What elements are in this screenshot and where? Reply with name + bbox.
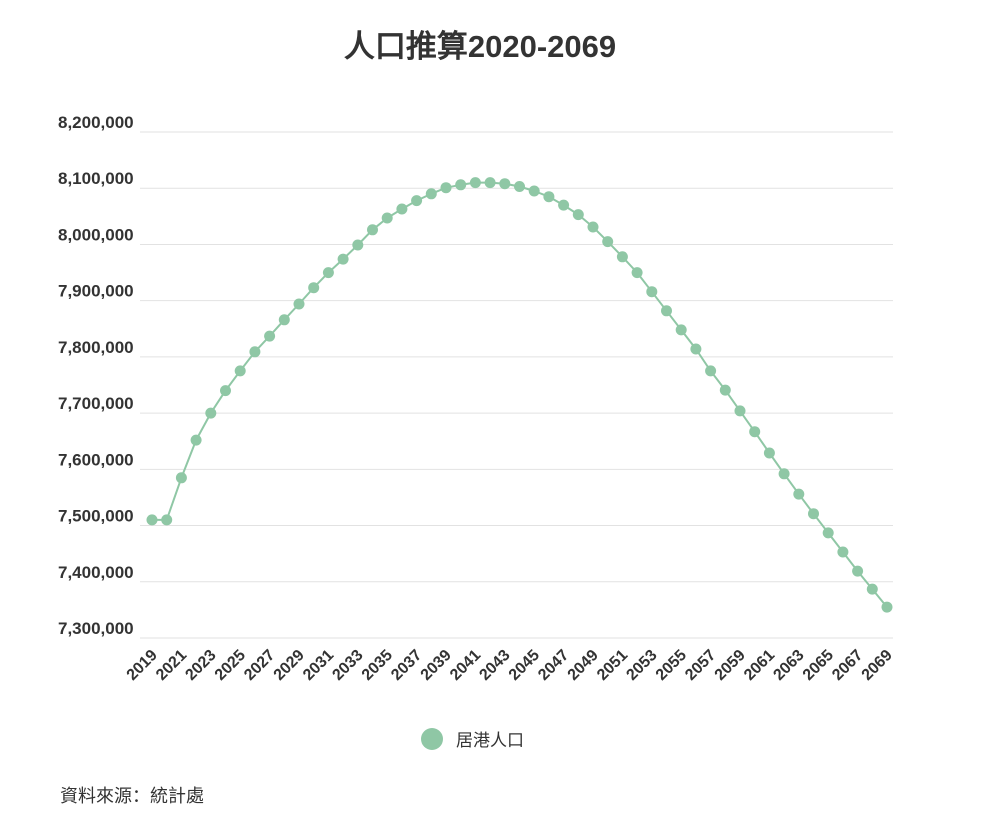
data-point-2061 (763, 447, 775, 459)
x-tick-label: 2067 (829, 647, 866, 684)
y-axis: 8,200,000 8,100,000 8,000,000 7,900,000 7,80… (58, 113, 134, 638)
data-point-2041 (469, 177, 481, 189)
x-tick-label: 2063 (770, 647, 807, 684)
x-tick-label: 2047 (535, 647, 572, 684)
x-tick-label: 2021 (153, 647, 190, 684)
x-tick-label: 2043 (476, 647, 513, 684)
data-point-2054 (661, 305, 672, 317)
chart-title: 人口推算2020-2069 (343, 29, 617, 64)
series-resident-population (146, 177, 893, 613)
data-point-2044 (514, 181, 525, 192)
x-tick-label: 2037 (388, 647, 425, 684)
data-point-2052 (631, 267, 643, 279)
data-point-2046 (543, 191, 555, 203)
data-point-2033 (352, 239, 364, 251)
data-point-2065 (822, 527, 834, 539)
x-tick-label: 2049 (565, 647, 602, 684)
x-tick-label: 2059 (712, 647, 749, 684)
data-point-2023 (205, 407, 217, 419)
data-point-2067 (852, 565, 864, 577)
data-point-2040 (455, 179, 467, 191)
data-point-2063 (793, 488, 805, 500)
legend-label: 居港人口 (456, 731, 524, 750)
data-point-2058 (719, 384, 731, 396)
data-point-2051 (616, 251, 628, 263)
data-point-2022 (190, 434, 202, 446)
data-point-2032 (337, 253, 349, 265)
data-point-2064 (808, 508, 819, 520)
data-point-2029 (293, 298, 305, 310)
y-tick-label: 7,900,000 (58, 282, 134, 301)
data-point-2034 (367, 224, 378, 236)
data-point-2026 (249, 346, 261, 358)
data-point-2068 (866, 583, 878, 595)
data-point-2037 (411, 195, 423, 207)
source-note: 資料來源：統計處 (60, 786, 204, 806)
data-point-2050 (602, 236, 614, 248)
x-tick-label: 2051 (594, 647, 631, 684)
x-axis: 2019202120232025202720292031203320352037… (124, 647, 896, 684)
data-point-2038 (425, 188, 437, 200)
data-point-2031 (322, 267, 334, 279)
x-tick-label: 2025 (212, 647, 249, 684)
data-point-2025 (234, 365, 246, 377)
gridlines (140, 131, 893, 639)
y-tick-label: 7,500,000 (58, 507, 134, 526)
data-point-2060 (749, 426, 761, 438)
data-point-2047 (558, 199, 570, 211)
x-tick-label: 2033 (329, 647, 366, 684)
y-tick-label: 7,700,000 (58, 394, 134, 413)
data-point-2066 (837, 546, 849, 558)
x-tick-label: 2069 (859, 647, 896, 684)
x-tick-label: 2023 (182, 647, 219, 684)
x-tick-label: 2057 (682, 647, 719, 684)
data-point-2027 (264, 330, 276, 342)
x-tick-label: 2035 (359, 647, 396, 684)
legend-marker (421, 727, 443, 750)
data-point-2057 (705, 365, 717, 377)
y-tick-label: 8,000,000 (58, 225, 134, 244)
data-point-2036 (396, 203, 408, 215)
x-tick-label: 2065 (800, 647, 837, 684)
legend: 居港人口 (421, 726, 524, 751)
data-point-2055 (675, 324, 687, 336)
data-point-2042 (484, 177, 496, 189)
data-point-2069 (881, 601, 893, 613)
x-tick-label: 2053 (623, 647, 660, 684)
series-line (152, 181, 888, 608)
x-tick-label: 2019 (124, 647, 161, 684)
x-tick-label: 2061 (741, 647, 778, 684)
data-point-2039 (440, 182, 452, 194)
data-point-2021 (175, 472, 187, 484)
x-tick-label: 2029 (271, 647, 308, 684)
data-point-2043 (499, 178, 511, 190)
y-tick-label: 7,800,000 (58, 338, 134, 357)
y-tick-label: 7,300,000 (58, 619, 134, 638)
x-tick-label: 2039 (418, 647, 455, 684)
x-tick-label: 2031 (300, 647, 337, 684)
data-point-2030 (308, 282, 320, 294)
data-point-2028 (278, 314, 290, 326)
x-tick-label: 2027 (241, 647, 278, 684)
data-point-2019 (146, 514, 158, 526)
data-point-2024 (220, 385, 231, 397)
y-tick-label: 7,600,000 (58, 450, 134, 469)
data-point-2049 (587, 221, 599, 233)
y-tick-label: 8,200,000 (58, 113, 134, 132)
data-point-2062 (778, 468, 790, 480)
x-tick-label: 2045 (506, 647, 543, 684)
y-tick-label: 7,400,000 (58, 563, 134, 582)
y-tick-label: 8,100,000 (58, 169, 134, 188)
data-point-2059 (734, 405, 746, 417)
data-point-2056 (690, 343, 702, 355)
data-point-2048 (572, 209, 584, 221)
data-point-2045 (528, 185, 540, 197)
x-tick-label: 2055 (653, 647, 690, 684)
data-point-2035 (381, 212, 393, 224)
x-tick-label: 2041 (447, 647, 484, 684)
data-point-2020 (161, 514, 173, 526)
data-point-2053 (646, 286, 658, 298)
